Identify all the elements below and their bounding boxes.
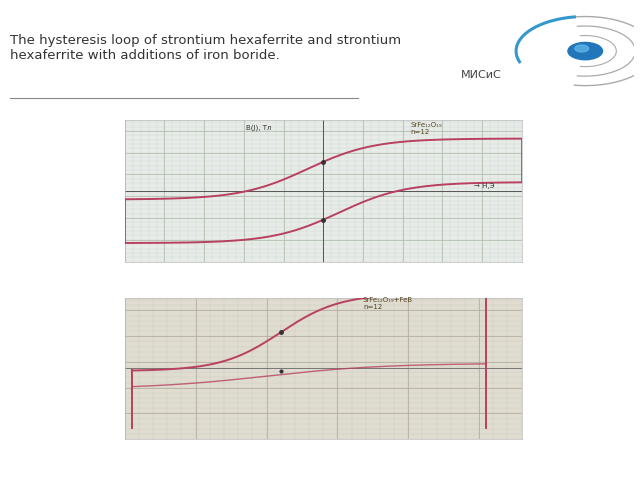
Text: МИСиС: МИСиС: [461, 71, 502, 81]
Text: SrFe₁₂O₁₉
n=12: SrFe₁₂O₁₉ n=12: [410, 122, 442, 135]
Text: B(J), Тл: B(J), Тл: [246, 124, 271, 131]
Circle shape: [568, 42, 602, 60]
Circle shape: [575, 45, 589, 52]
Text: → H,Э: → H,Э: [474, 183, 495, 189]
Text: The hysteresis loop of strontium hexaferrite and strontium
hexaferrite with addi: The hysteresis loop of strontium hexafer…: [10, 34, 401, 61]
Text: SrFe₁₂O₁₉+FeB
n=12: SrFe₁₂O₁₉+FeB n=12: [363, 297, 413, 310]
